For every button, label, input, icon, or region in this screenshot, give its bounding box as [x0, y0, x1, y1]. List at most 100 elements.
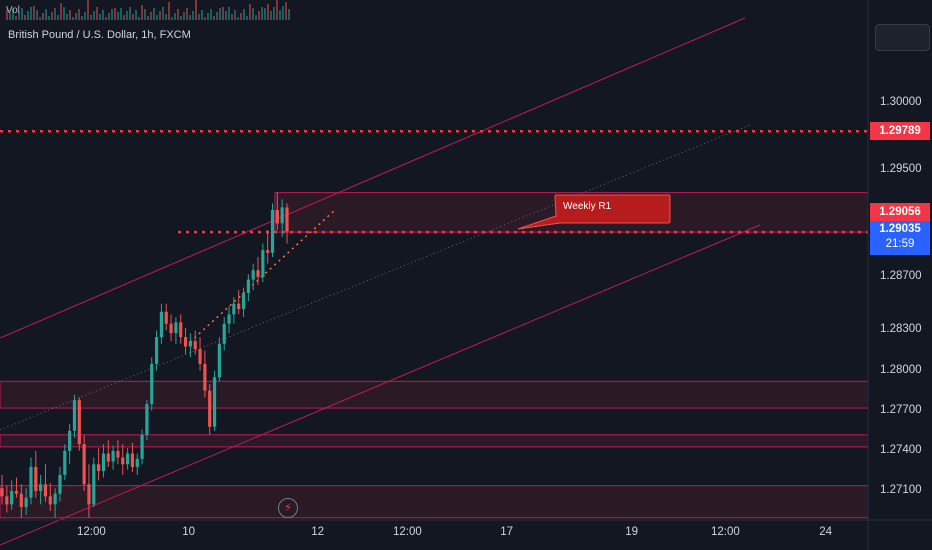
candle-body: [125, 453, 130, 465]
support-zone: [0, 380, 869, 409]
volume-bar: [258, 11, 260, 20]
candle-body: [241, 292, 246, 310]
volume-bar: [129, 7, 131, 20]
volume-bar: [231, 14, 233, 20]
volume-bar: [249, 4, 251, 20]
volume-bar: [174, 13, 176, 20]
candle-body: [135, 458, 139, 467]
candle-body: [34, 466, 38, 491]
x-tick-label: 10: [182, 526, 195, 538]
y-tick-label: 1.28700: [880, 269, 922, 282]
volume-bar: [279, 10, 281, 20]
volume-bar: [180, 16, 182, 20]
candle-body: [159, 311, 164, 338]
volume-bar: [102, 10, 104, 20]
candle-body: [48, 496, 52, 505]
candle-body: [0, 488, 4, 497]
volume-bar: [69, 10, 71, 20]
volume-bar: [111, 9, 113, 20]
volume-bar: [42, 13, 44, 20]
candle-body: [174, 322, 178, 334]
candle-body: [212, 377, 217, 427]
volume-bar: [165, 14, 167, 20]
x-tick-label: 19: [625, 526, 638, 538]
candle-body: [188, 341, 192, 347]
flash-icon[interactable]: ⚡: [278, 498, 298, 518]
volume-bar: [240, 13, 242, 20]
support-zone: [0, 434, 869, 448]
volume-label: Vol: [6, 5, 20, 16]
volume-bar: [147, 16, 149, 20]
volume-bar: [168, 2, 170, 20]
candle-body: [106, 453, 110, 462]
volume-bar: [216, 12, 218, 20]
volume-bar: [39, 17, 41, 20]
volume-bar: [21, 8, 23, 20]
volume-bar: [288, 9, 290, 20]
candle-body: [72, 400, 77, 431]
candle-body: [5, 496, 9, 505]
volume-bar: [81, 16, 83, 20]
top-right-button[interactable]: [875, 24, 930, 51]
x-tick-label: 12: [311, 526, 324, 538]
candle-body: [140, 434, 144, 459]
price-tag-current: 1.29035 21:59: [870, 221, 930, 255]
candle-body: [77, 400, 81, 445]
y-tick-label: 1.27400: [880, 443, 922, 456]
x-tick-label: 17: [500, 526, 513, 538]
candle-body: [251, 270, 255, 280]
candle-body: [275, 210, 279, 224]
volume-bar: [90, 15, 92, 20]
y-tick-label: 1.27100: [880, 484, 922, 496]
volume-bar: [27, 11, 29, 20]
candle-body: [97, 464, 101, 471]
candle-countdown: 21:59: [885, 238, 915, 250]
candle-body: [68, 430, 72, 451]
volume-bar: [150, 12, 152, 20]
volume-bar: [189, 15, 191, 20]
volume-bar: [228, 7, 230, 20]
candle-body: [227, 314, 231, 324]
volume-bar: [78, 9, 80, 20]
volume-bar: [171, 17, 173, 20]
volume-bar: [207, 13, 209, 20]
volume-bar: [75, 13, 77, 20]
candle-body: [145, 404, 149, 435]
volume-bar: [15, 16, 17, 20]
candle-body: [111, 450, 115, 462]
candle-body: [92, 464, 96, 505]
volume-bar: [192, 11, 194, 20]
channel-upper-line: [0, 17, 746, 339]
volume-bar: [237, 17, 239, 20]
volume-bar: [120, 8, 122, 20]
candle-body: [19, 493, 23, 508]
volume-bar: [213, 16, 215, 20]
volume-bar: [54, 8, 56, 20]
weekly-r1-label: Weekly R1: [563, 201, 612, 212]
symbol-header[interactable]: British Pound / U.S. Dollar, 1h, FXCM: [8, 29, 191, 41]
candle-body: [208, 390, 212, 427]
volume-bar: [270, 11, 272, 20]
candle-body: [14, 491, 19, 494]
volume-bar: [33, 6, 35, 20]
volume-bar: [162, 7, 164, 20]
volume-bar: [195, 0, 197, 20]
candle-body: [63, 450, 67, 475]
volume-bar: [225, 11, 227, 20]
candle-body: [116, 450, 120, 458]
candle-body: [53, 493, 57, 505]
x-tick-label: 12:00: [711, 526, 740, 538]
candle-body: [232, 303, 236, 315]
candle-body: [246, 279, 250, 293]
volume-bar: [210, 9, 212, 20]
volume-bar: [285, 2, 287, 20]
volume-bar: [99, 14, 101, 20]
y-tick-label: 1.30000: [880, 96, 922, 108]
candle-body: [154, 337, 159, 364]
volume-bar: [9, 13, 11, 20]
volume-bar: [156, 15, 158, 20]
volume-bar: [12, 9, 14, 20]
support-zone: [0, 485, 869, 519]
volume-bar: [105, 17, 107, 20]
